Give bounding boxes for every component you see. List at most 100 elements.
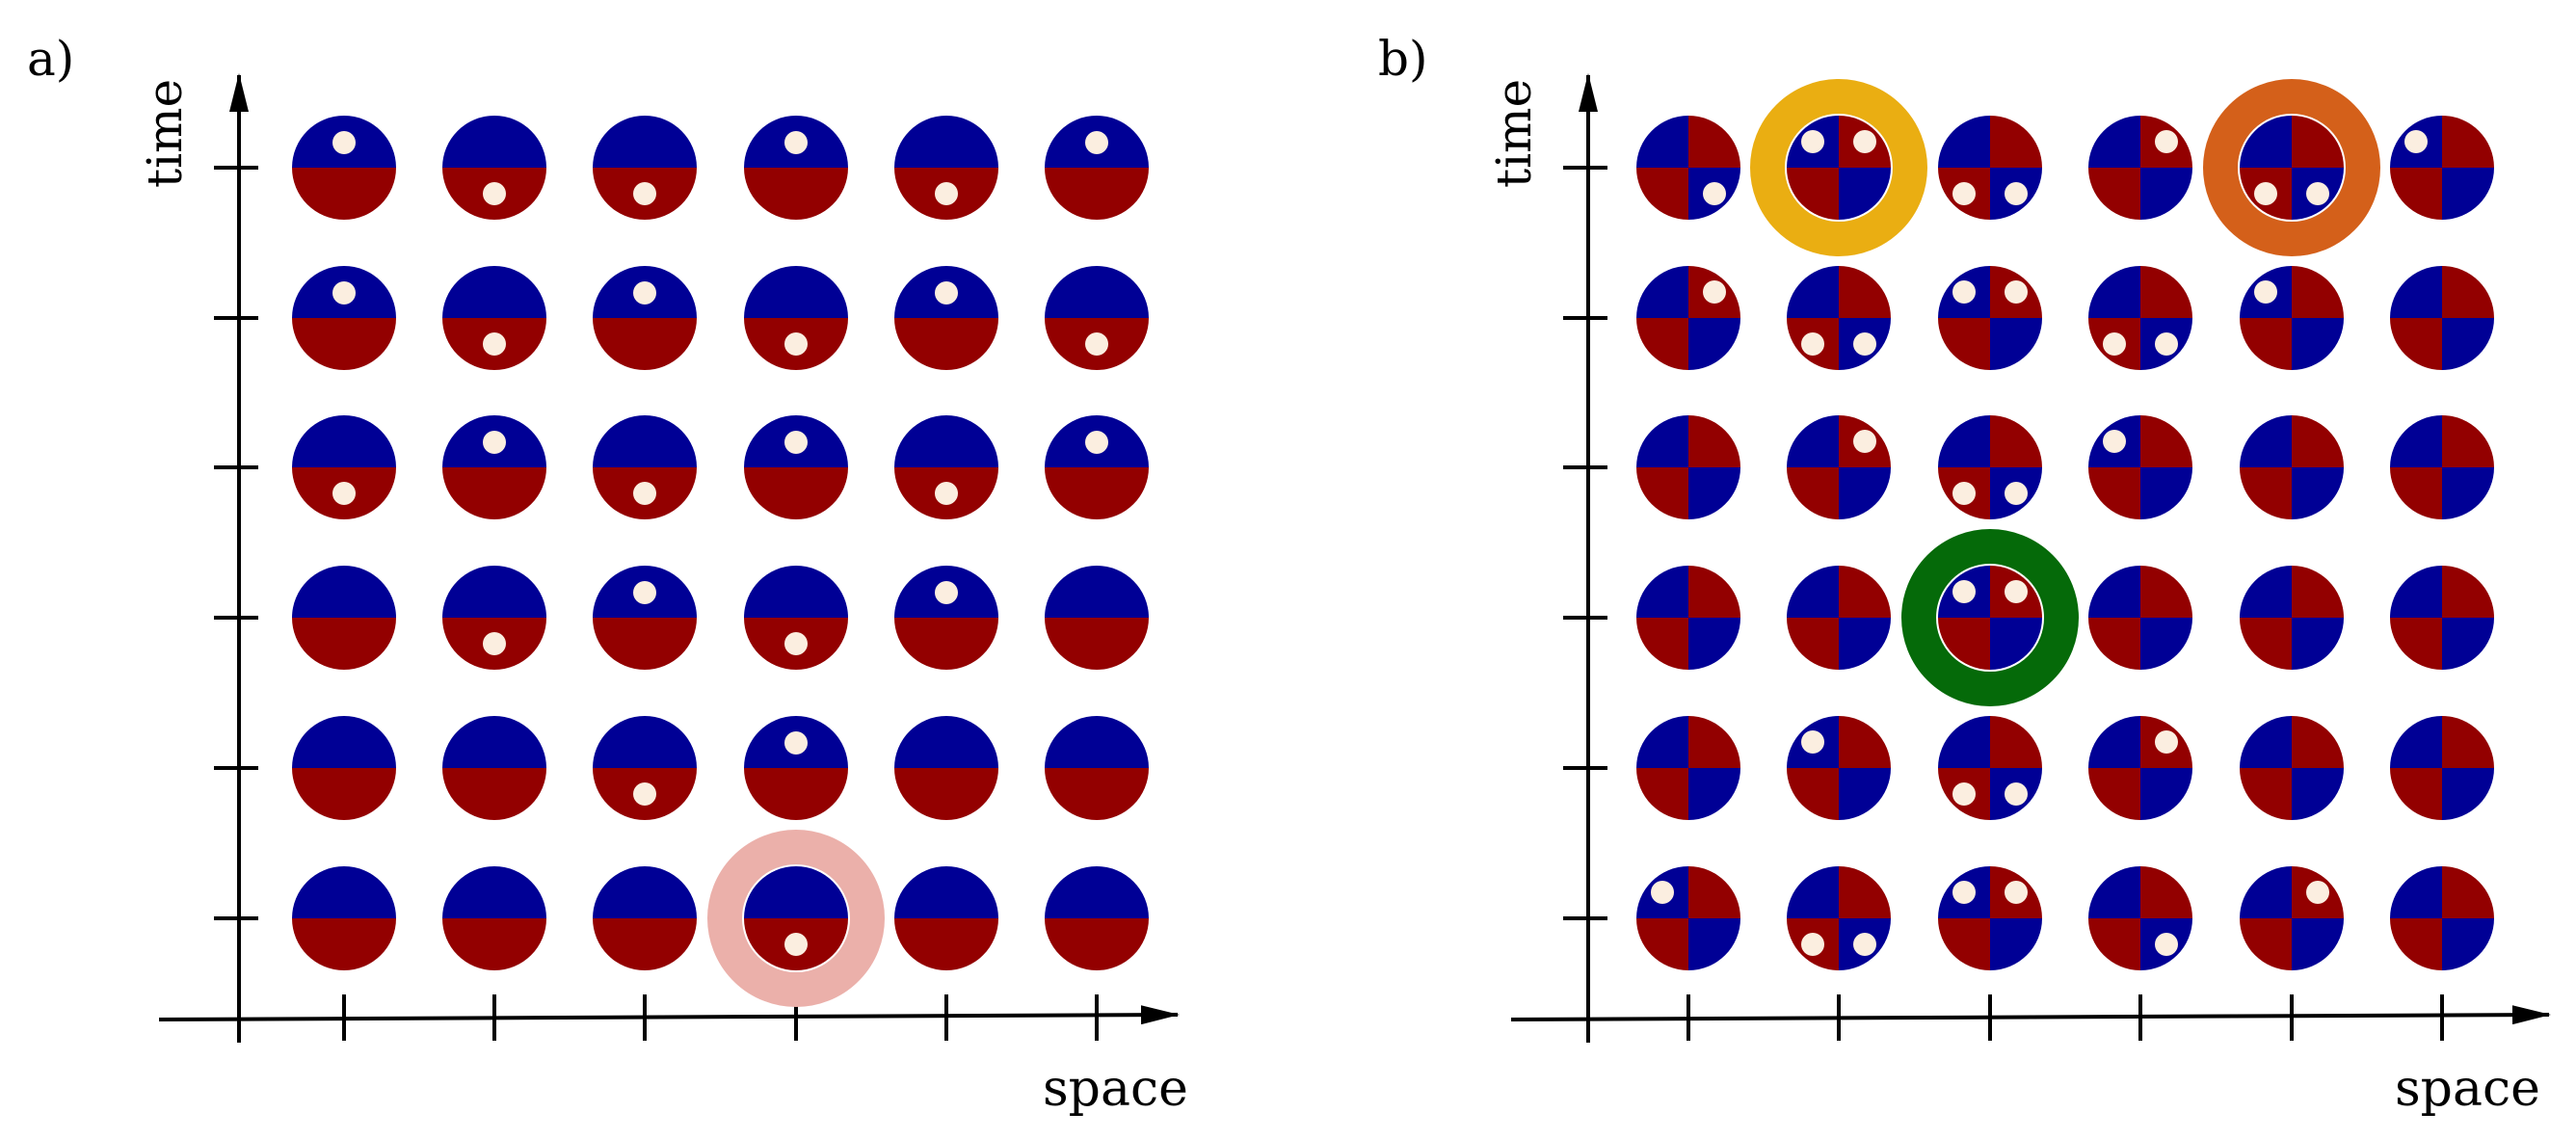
panel-a-cell [593, 716, 697, 820]
panel-b-space-axis-label: space [2395, 1060, 2540, 1118]
red-half [292, 768, 396, 820]
panel-b-cell [2240, 566, 2344, 670]
quadrant-bottom-right [2292, 918, 2344, 970]
panel-a-cell [442, 866, 546, 970]
panel-a-cell [894, 866, 998, 970]
panel-a-cell [442, 415, 546, 519]
quadrant-top-right [2292, 116, 2344, 168]
panel-b-cell [1636, 266, 1740, 370]
particle-dot [633, 182, 656, 205]
quadrant-bottom-right [2442, 318, 2494, 370]
quadrant-top-right [2140, 566, 2192, 618]
quadrant-top-right [1688, 866, 1740, 918]
panel-a-cell [593, 266, 697, 370]
blue-half [292, 716, 396, 768]
quadrant-bottom-left [2088, 168, 2140, 220]
quadrant-top-right [2292, 266, 2344, 318]
particle-dot [2254, 280, 2277, 304]
panel-b-cell [2240, 716, 2344, 820]
panel-a-cell [442, 566, 546, 670]
quadrant-top-right [2292, 716, 2344, 768]
panel-b-cell [2088, 716, 2192, 820]
quadrant-top-left [1636, 266, 1688, 318]
red-half [1045, 467, 1149, 519]
panel-a-cell [292, 566, 396, 670]
quadrant-bottom-left [2240, 918, 2292, 970]
quadrant-bottom-right [2292, 467, 2344, 519]
panel-b-cell [2088, 116, 2192, 220]
quadrant-top-left [1636, 716, 1688, 768]
panel-a: a) time space [27, 31, 1188, 1118]
panel-a-cell [894, 116, 998, 220]
quadrant-bottom-left [2390, 168, 2442, 220]
panel-b-cell [1636, 566, 1740, 670]
quadrant-bottom-left [2390, 467, 2442, 519]
quadrant-top-left [1636, 415, 1688, 467]
particle-dot [784, 332, 808, 356]
panel-a-cell [292, 266, 396, 370]
quadrant-top-left [1787, 566, 1839, 618]
quadrant-bottom-right [1688, 768, 1740, 820]
quadrant-bottom-right [2140, 768, 2192, 820]
blue-half [744, 566, 848, 618]
red-half [442, 918, 546, 970]
panel-b-cell [1787, 716, 1891, 820]
particle-dot [1952, 580, 1976, 603]
particle-dot [1651, 881, 1674, 904]
panel-a-highlight-ring [707, 830, 885, 1007]
quadrant-bottom-left [2240, 467, 2292, 519]
quadrant-bottom-right [1990, 318, 2042, 370]
panel-a-cell [894, 266, 998, 370]
blue-half [1045, 266, 1149, 318]
panel-b-cell [1636, 866, 1740, 970]
blue-half [1045, 716, 1149, 768]
quadrant-top-left [2240, 866, 2292, 918]
particle-dot [1853, 130, 1876, 153]
quadrant-bottom-right [2442, 618, 2494, 670]
quadrant-top-left [2240, 716, 2292, 768]
particle-dot [1801, 332, 1824, 356]
particle-dot [1952, 881, 1976, 904]
particle-dot [483, 182, 506, 205]
panel-a-cell [894, 415, 998, 519]
particle-dot [935, 482, 958, 505]
panel-a-cell [292, 866, 396, 970]
panel-b-cell [1938, 866, 2042, 970]
panel-a-space-axis [158, 1005, 1180, 1025]
quadrant-top-left [1787, 415, 1839, 467]
quadrant-top-left [2088, 116, 2140, 168]
panel-b-time-axis-label: time [1486, 79, 1542, 188]
quadrant-top-left [2088, 866, 2140, 918]
blue-half [442, 566, 546, 618]
panel-a-cell [292, 716, 396, 820]
panel-a-cell [593, 116, 697, 220]
particle-dot [784, 431, 808, 454]
blue-half [894, 866, 998, 918]
quadrant-bottom-right [1688, 467, 1740, 519]
quadrant-top-left [2390, 866, 2442, 918]
quadrant-bottom-left [2390, 318, 2442, 370]
panel-b-cell [1938, 266, 2042, 370]
particle-dot [2155, 332, 2178, 356]
panel-a-cell [292, 415, 396, 519]
quadrant-top-left [1636, 116, 1688, 168]
red-half [593, 318, 697, 370]
panel-a-label: a) [27, 31, 74, 87]
panel-b-cell [1938, 415, 2042, 519]
quadrant-bottom-left [2088, 618, 2140, 670]
quadrant-top-right [1839, 716, 1891, 768]
quadrant-bottom-left [1636, 318, 1688, 370]
quadrant-bottom-right [1688, 318, 1740, 370]
quadrant-bottom-left [2240, 618, 2292, 670]
quadrant-bottom-left [2390, 618, 2442, 670]
quadrant-bottom-left [1787, 618, 1839, 670]
particle-dot [1801, 933, 1824, 956]
panel-b-cell [1787, 116, 1891, 220]
panel-a-cell [744, 866, 848, 970]
blue-half [442, 716, 546, 768]
quadrant-bottom-right [1990, 918, 2042, 970]
particle-dot [784, 731, 808, 755]
panel-b: b) time space [1378, 31, 2551, 1118]
blue-half [1045, 566, 1149, 618]
panel-b-cell [1636, 716, 1740, 820]
